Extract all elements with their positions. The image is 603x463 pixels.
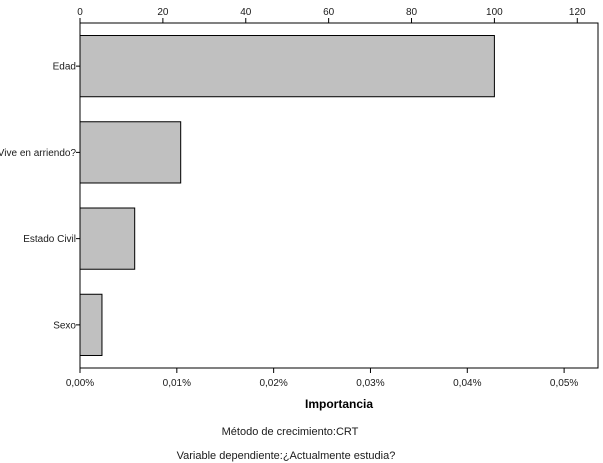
top-axis: 0 20 40 60 80 100 120 xyxy=(77,7,586,23)
top-tick-label: 20 xyxy=(157,7,169,18)
bottom-tick-label: 0,03% xyxy=(356,378,384,389)
bar xyxy=(79,121,182,184)
bars xyxy=(79,35,495,356)
bar xyxy=(79,35,495,98)
bottom-axis: 0,00% 0,01% 0,02% 0,03% 0,04% 0,05% xyxy=(66,368,578,389)
bottom-tick-label: 0,02% xyxy=(259,378,287,389)
bottom-tick-label: 0,05% xyxy=(550,378,578,389)
top-tick-label: 120 xyxy=(569,7,586,18)
top-tick-label: 100 xyxy=(486,7,503,18)
growth-method-note: Método de crecimiento:CRT xyxy=(222,426,359,438)
category-label: Edad xyxy=(53,62,76,73)
top-tick-label: 80 xyxy=(406,7,418,18)
dependent-variable-note: Variable dependiente:¿Actualmente estudi… xyxy=(177,450,396,462)
bar xyxy=(79,293,103,356)
category-label: Vive en arriendo? xyxy=(0,148,76,159)
bottom-tick-label: 0,00% xyxy=(66,378,94,389)
bottom-tick-label: 0,01% xyxy=(163,378,191,389)
top-tick-label: 0 xyxy=(77,7,83,18)
category-label: Estado Civil xyxy=(23,234,76,245)
category-label: Sexo xyxy=(53,320,76,331)
category-labels: Edad Vive en arriendo? Estado Civil Sexo xyxy=(0,62,80,331)
x-axis-title: Importancia xyxy=(305,397,373,411)
top-tick-label: 40 xyxy=(240,7,252,18)
top-tick-label: 60 xyxy=(323,7,335,18)
bar xyxy=(79,207,136,270)
bottom-tick-label: 0,04% xyxy=(453,378,481,389)
plot-area xyxy=(79,22,599,369)
